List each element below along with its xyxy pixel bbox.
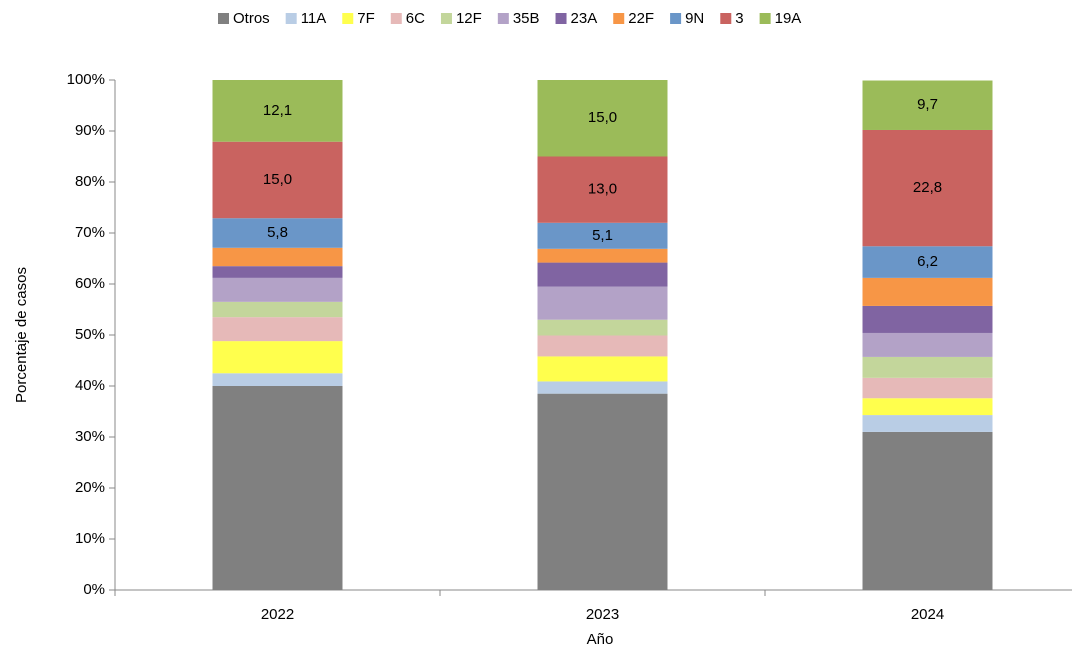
- legend-label: 35B: [513, 10, 540, 27]
- bar-segment: [537, 222, 668, 249]
- bar-segment: [537, 262, 668, 287]
- bar-segment: [862, 431, 993, 590]
- value-label: 15,0: [588, 109, 617, 126]
- x-tick-label: 2022: [261, 606, 294, 623]
- bar-segment: [537, 80, 668, 157]
- value-label: 22,8: [913, 179, 942, 196]
- bar-segment: [537, 335, 668, 357]
- bar-segment: [862, 305, 993, 333]
- value-label: 13,0: [588, 181, 617, 198]
- legend-label: 19A: [775, 10, 802, 27]
- bar-segment: [537, 319, 668, 336]
- value-label: 5,1: [592, 227, 613, 244]
- y-tick-label: 50%: [75, 326, 105, 343]
- bar-segment: [537, 286, 668, 320]
- bar-segment: [212, 218, 343, 248]
- legend-swatch: [218, 13, 229, 24]
- legend-label: 12F: [456, 10, 482, 27]
- legend-swatch: [440, 13, 452, 24]
- y-tick-label: 10%: [75, 530, 105, 547]
- legend-label: Otros: [233, 10, 270, 27]
- bar-segment: [212, 301, 343, 318]
- x-tick-label: 2023: [586, 606, 619, 623]
- bar-segment: [862, 398, 993, 416]
- bar-segment: [212, 373, 343, 386]
- y-tick-label: 100%: [67, 71, 105, 88]
- value-label: 15,0: [263, 171, 292, 188]
- bar-segment: [212, 317, 343, 342]
- y-tick-label: 70%: [75, 224, 105, 241]
- legend-label: 23A: [571, 10, 598, 27]
- bar-segment: [862, 356, 993, 378]
- legend-swatch: [285, 13, 297, 24]
- value-label: 6,2: [917, 253, 938, 270]
- legend-swatch: [670, 13, 682, 24]
- legend-swatch: [555, 13, 567, 24]
- bar-segment: [212, 141, 343, 219]
- bar-segment: [212, 247, 343, 267]
- bar-segment: [862, 377, 993, 399]
- legend-swatch: [497, 13, 509, 24]
- legend-label: 11A: [301, 10, 327, 27]
- x-tick-label: 2024: [911, 606, 944, 623]
- legend-label: 9N: [685, 10, 704, 27]
- bar-segment: [537, 156, 668, 223]
- bar-segment: [862, 332, 993, 357]
- y-tick-label: 0%: [83, 581, 105, 598]
- value-label: 12,1: [263, 102, 292, 119]
- bar-segment: [862, 277, 993, 306]
- bar-segment: [537, 248, 668, 263]
- bar-segment: [537, 393, 668, 590]
- y-tick-label: 90%: [75, 122, 105, 139]
- bar-segment: [537, 381, 668, 394]
- y-tick-label: 30%: [75, 428, 105, 445]
- bar-segment: [212, 277, 343, 302]
- value-label: 9,7: [917, 96, 938, 113]
- legend-swatch: [720, 13, 732, 24]
- legend-swatch: [342, 13, 354, 24]
- legend-swatch: [390, 13, 402, 24]
- legend-label: 3: [735, 10, 743, 27]
- y-tick-label: 60%: [75, 275, 105, 292]
- legend-label: 7F: [357, 10, 375, 27]
- bar-segment: [862, 129, 993, 247]
- bar-segment: [212, 341, 343, 374]
- bar-segment: [212, 386, 343, 590]
- legend-label: 6C: [406, 10, 425, 27]
- bar-segment: [537, 356, 668, 382]
- legend-swatch: [613, 13, 625, 24]
- legend-swatch: [759, 13, 771, 24]
- y-axis-title: Porcentaje de casos: [13, 267, 30, 403]
- y-tick-label: 20%: [75, 479, 105, 496]
- bar-segment: [212, 266, 343, 278]
- y-tick-label: 80%: [75, 173, 105, 190]
- x-axis-title: Año: [587, 631, 614, 648]
- bar-segment: [212, 80, 343, 142]
- value-label: 5,8: [267, 224, 288, 241]
- bar-segment: [862, 80, 993, 130]
- legend-label: 22F: [628, 10, 654, 27]
- bar-segment: [862, 246, 993, 278]
- y-tick-label: 40%: [75, 377, 105, 394]
- bar-segment: [862, 415, 993, 432]
